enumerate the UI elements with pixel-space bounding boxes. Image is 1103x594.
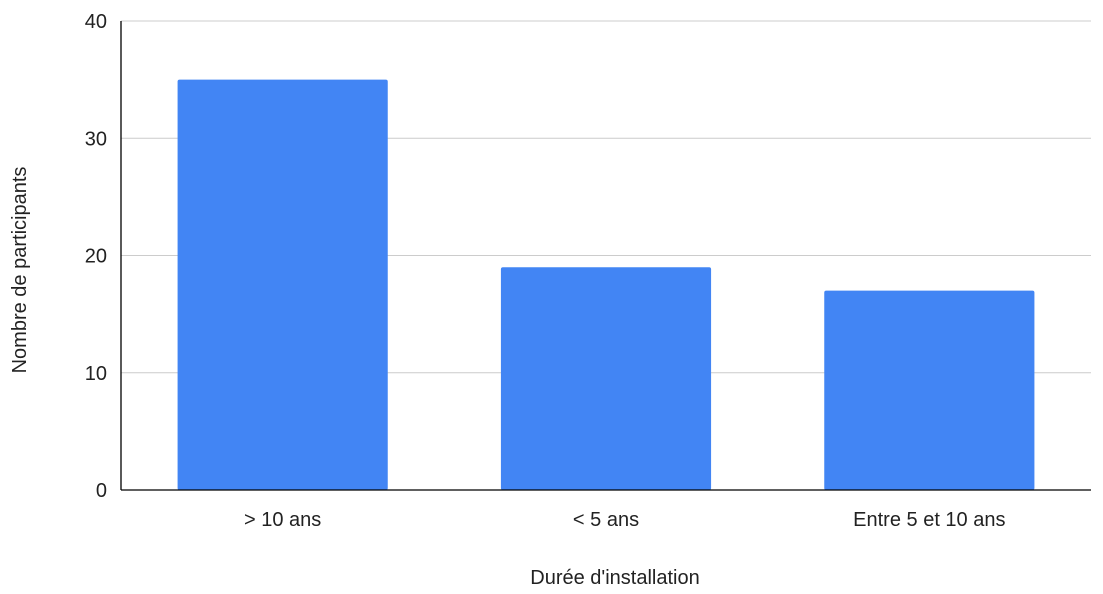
bar: [824, 290, 1035, 490]
y-tick-label: 10: [85, 363, 107, 385]
y-tick-labels: 0 10 20 30 40: [85, 11, 107, 502]
y-tick-label: 0: [96, 480, 107, 502]
bars: [177, 79, 1035, 490]
x-axis-title: Durée d'installation: [530, 567, 699, 589]
y-tick-label: 40: [85, 11, 107, 33]
bar: [177, 79, 388, 490]
axes: [120, 21, 1091, 491]
x-tick-labels: > 10 ans < 5 ans Entre 5 et 10 ans: [244, 509, 1005, 531]
x-tick-label: < 5 ans: [573, 509, 639, 531]
x-tick-label: Entre 5 et 10 ans: [853, 509, 1005, 531]
y-tick-label: 20: [85, 246, 107, 268]
y-axis-title: Nombre de participants: [9, 167, 31, 374]
y-tick-label: 30: [85, 128, 107, 150]
x-tick-label: > 10 ans: [244, 509, 321, 531]
bar: [500, 267, 712, 490]
